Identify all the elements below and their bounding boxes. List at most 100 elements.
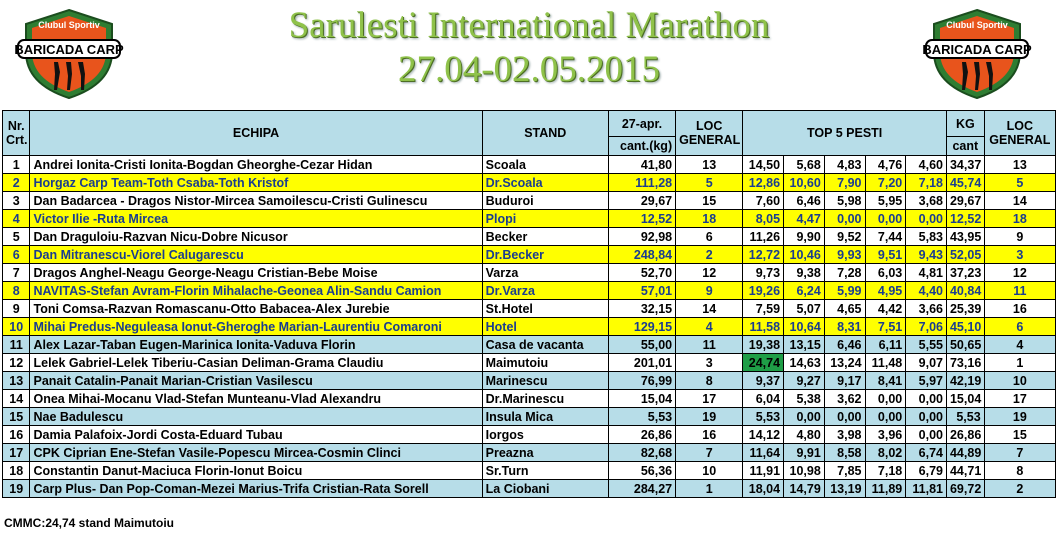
- day-quantity: 111,28: [607, 173, 677, 192]
- final-place: 9: [983, 227, 1057, 246]
- top5-kg: 25,39: [945, 299, 985, 318]
- fish-1: 11,26: [742, 227, 785, 246]
- general-place: 14: [675, 299, 744, 318]
- fish-3: 8,31: [823, 317, 866, 336]
- svg-text:BARICADA CARP: BARICADA CARP: [922, 42, 1032, 57]
- fish-5: 4,60: [905, 155, 947, 174]
- fish-2: 6,24: [783, 281, 825, 300]
- general-place: 16: [675, 425, 744, 444]
- final-place: 8: [983, 461, 1057, 480]
- row-number: 3: [1, 191, 31, 210]
- final-place: 11: [983, 281, 1057, 300]
- day-quantity: 55,00: [607, 335, 677, 354]
- row-number: 16: [1, 425, 31, 444]
- top5-kg: 26,86: [945, 425, 985, 444]
- fish-1: 11,91: [742, 461, 785, 480]
- col-day-header: 27-apr.: [607, 109, 677, 138]
- final-place: 17: [983, 389, 1057, 408]
- fish-4: 7,51: [864, 317, 907, 336]
- general-place: 17: [675, 389, 744, 408]
- fish-2: 13,15: [783, 335, 825, 354]
- stand-name: Becker: [481, 227, 609, 246]
- general-place: 10: [675, 461, 744, 480]
- table-row: 17 CPK Ciprian Ene-Stefan Vasile-Popescu …: [1, 443, 1057, 462]
- fish-4: 8,41: [864, 371, 907, 390]
- stand-name: St.Hotel: [481, 299, 609, 318]
- fish-3: 4,65: [823, 299, 866, 318]
- team-name: Panait Catalin-Panait Marian-Cristian Va…: [29, 371, 483, 390]
- fish-5: 0,00: [905, 209, 947, 228]
- page-title: Sarulesti International Marathon: [288, 5, 770, 46]
- fish-1: 5,53: [742, 407, 785, 426]
- table-row: 11 Alex Lazar-Taban Eugen-Marinica Ionita…: [1, 335, 1057, 354]
- stand-name: Hotel: [481, 317, 609, 336]
- table-row: 19 Carp Plus- Dan Pop-Coman-Mezei Marius-…: [1, 479, 1057, 498]
- day-quantity: 41,80: [607, 155, 677, 174]
- top5-kg: 45,74: [945, 173, 985, 192]
- row-number: 6: [1, 245, 31, 264]
- fish-2: 10,98: [783, 461, 825, 480]
- fish-3: 6,46: [823, 335, 866, 354]
- fish-2: 10,64: [783, 317, 825, 336]
- general-place: 3: [675, 353, 744, 372]
- fish-4: 7,44: [864, 227, 907, 246]
- fish-4: 8,02: [864, 443, 907, 462]
- fish-1: 6,04: [742, 389, 785, 408]
- fish-5: 4,40: [905, 281, 947, 300]
- general-place: 11: [675, 335, 744, 354]
- fish-4: 4,95: [864, 281, 907, 300]
- fish-2: 10,46: [783, 245, 825, 264]
- day-quantity: 76,99: [607, 371, 677, 390]
- fish-2: 5,07: [783, 299, 825, 318]
- club-logo-left: BARICADA CARP Clubul Sportiv: [14, 8, 124, 100]
- fish-5: 4,81: [905, 263, 947, 282]
- table-row: 13 Panait Catalin-Panait Marian-Cristian …: [1, 371, 1057, 390]
- stand-name: Preazna: [481, 443, 609, 462]
- team-name: Mihai Predus-Neguleasa Ionut-Gheroghe Ma…: [29, 317, 483, 336]
- row-number: 11: [1, 335, 31, 354]
- top5-kg: 34,37: [945, 155, 985, 174]
- general-place: 13: [675, 155, 744, 174]
- fish-2: 9,91: [783, 443, 825, 462]
- row-number: 18: [1, 461, 31, 480]
- day-quantity: 12,52: [607, 209, 677, 228]
- fish-1: 7,60: [742, 191, 785, 210]
- fish-2: 6,46: [783, 191, 825, 210]
- fish-5: 5,97: [905, 371, 947, 390]
- team-name: Andrei Ionita-Cristi Ionita-Bogdan Gheor…: [29, 155, 483, 174]
- row-number: 19: [1, 479, 31, 498]
- day-quantity: 248,84: [607, 245, 677, 264]
- row-number: 15: [1, 407, 31, 426]
- fish-1: 12,72: [742, 245, 785, 264]
- team-name: CPK Ciprian Ene-Stefan Vasile-Popescu Mi…: [29, 443, 483, 462]
- fish-2: 9,27: [783, 371, 825, 390]
- fish-1: 9,73: [742, 263, 785, 282]
- event-dates: 27.04-02.05.2015: [397, 49, 661, 90]
- final-place: 16: [983, 299, 1057, 318]
- stand-name: Varza: [481, 263, 609, 282]
- col-day-subheader: cant.(kg): [607, 136, 677, 156]
- row-number: 5: [1, 227, 31, 246]
- team-name: Dan Draguloiu-Razvan Nicu-Dobre Nicusor: [29, 227, 483, 246]
- fish-2: 14,63: [783, 353, 825, 372]
- col-kg-header: KG: [945, 109, 985, 138]
- fish-2: 14,79: [783, 479, 825, 498]
- general-place: 1: [675, 479, 744, 498]
- stand-name: Plopi: [481, 209, 609, 228]
- fish-2: 4,80: [783, 425, 825, 444]
- team-name: Alex Lazar-Taban Eugen-Marinica Ionita-V…: [29, 335, 483, 354]
- table-row: 12 Lelek Gabriel-Lelek Tiberiu-Casian Del…: [1, 353, 1057, 372]
- final-place: 2: [983, 479, 1057, 498]
- stand-name: Dr.Scoala: [481, 173, 609, 192]
- col-kg-subheader: cant: [945, 136, 985, 156]
- row-number: 10: [1, 317, 31, 336]
- fish-3: 13,19: [823, 479, 866, 498]
- day-quantity: 129,15: [607, 317, 677, 336]
- top5-kg: 73,16: [945, 353, 985, 372]
- top5-kg: 45,10: [945, 317, 985, 336]
- fish-3: 4,83: [823, 155, 866, 174]
- stand-name: Dr.Becker: [481, 245, 609, 264]
- top5-kg: 43,95: [945, 227, 985, 246]
- fish-1: 14,12: [742, 425, 785, 444]
- stand-name: Marinescu: [481, 371, 609, 390]
